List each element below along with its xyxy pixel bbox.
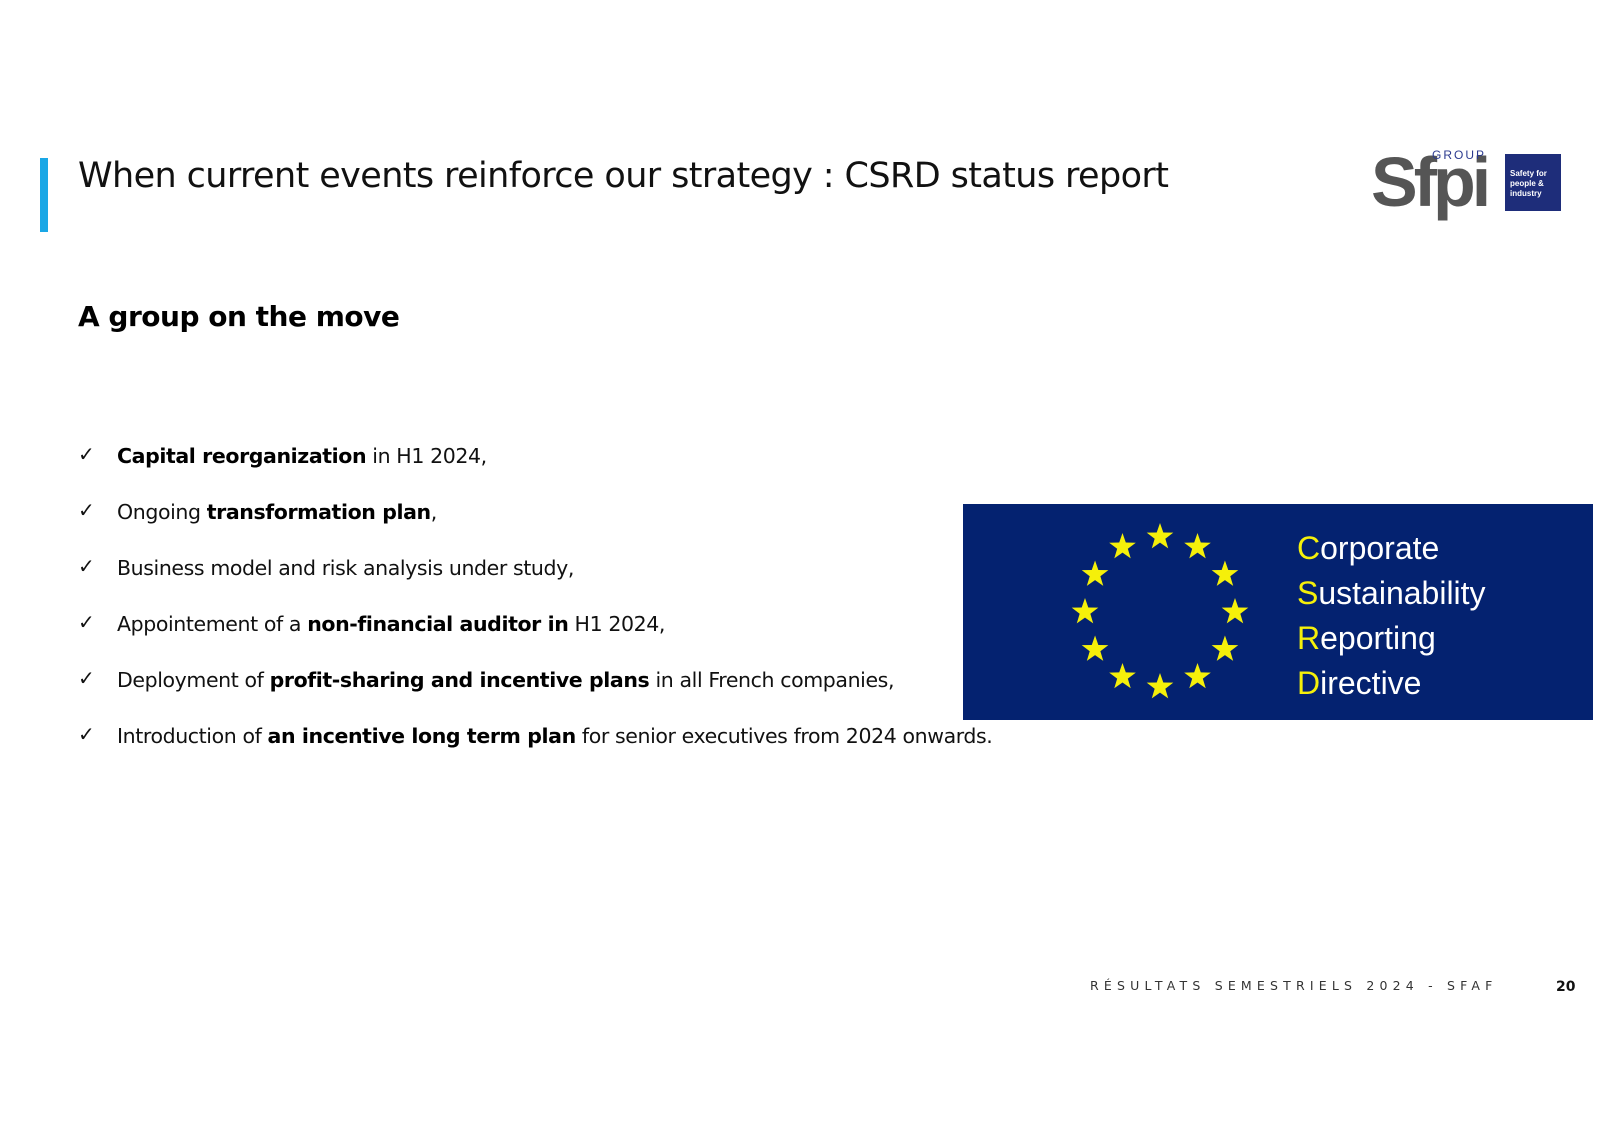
footer-label: RÉSULTATS SEMESTRIELS 2024 - SFAF xyxy=(1090,978,1498,993)
logo-tagline-line: Safety for xyxy=(1510,169,1547,178)
eu-stars-circle xyxy=(1071,523,1249,699)
csrd-initial: R xyxy=(1297,620,1321,656)
csrd-word-rest: orporate xyxy=(1320,530,1440,566)
csrd-initial: D xyxy=(1297,665,1321,701)
eu-star-icon xyxy=(1221,598,1249,624)
checkmark-icon: ✓ xyxy=(78,666,95,690)
csrd-initial: C xyxy=(1297,530,1321,566)
bullet-text-segment: H1 2024, xyxy=(568,612,666,636)
bullet-text-segment: Business model and risk analysis under s… xyxy=(117,556,574,580)
eu-star-icon xyxy=(1081,560,1109,586)
sfpi-logo: Sfpi GROUP Safety for people & industry xyxy=(1371,143,1563,222)
logo-wordmark: Sfpi xyxy=(1371,143,1491,221)
logo-tagline-box: Safety for people & industry xyxy=(1505,154,1561,211)
section-heading: A group on the move xyxy=(78,300,400,333)
csrd-word-rest: irective xyxy=(1320,665,1422,701)
eu-star-icon xyxy=(1146,673,1174,699)
logo-tagline-line: people & xyxy=(1510,179,1544,188)
csrd-initial: S xyxy=(1297,575,1319,611)
bullet-text: Deployment of profit-sharing and incenti… xyxy=(117,668,894,692)
bullet-text-bold: Capital reorganization xyxy=(117,444,367,468)
eu-star-icon xyxy=(1211,560,1239,586)
checkmark-icon: ✓ xyxy=(78,498,95,522)
csrd-line: Directive xyxy=(1297,661,1486,706)
csrd-word-rest: ustainability xyxy=(1318,575,1486,611)
eu-star-icon xyxy=(1109,533,1136,559)
csrd-banner-text: Corporate Sustainability Reporting Directiv… xyxy=(1297,526,1486,706)
logo-group-label: GROUP xyxy=(1432,148,1487,162)
checkmark-icon: ✓ xyxy=(78,722,95,746)
bullet-text-segment: Introduction of xyxy=(117,724,268,748)
checkmark-icon: ✓ xyxy=(78,442,95,466)
page-number: 20 xyxy=(1556,979,1576,995)
bullet-text-segment: Appointement of a xyxy=(117,612,308,636)
bullet-text-segment: in all French companies, xyxy=(649,668,895,692)
bullet-text-bold: an incentive long term plan xyxy=(267,724,577,748)
bullet-text-bold: non-financial auditor in xyxy=(307,612,569,636)
bullet-text: Appointement of a non-financial auditor … xyxy=(117,612,665,636)
bullet-text: Introduction of an incentive long term p… xyxy=(117,724,993,748)
checkmark-icon: ✓ xyxy=(78,554,95,578)
bullet-text-segment: for senior executives from 2024 onwards. xyxy=(575,724,993,748)
csrd-word-rest: eporting xyxy=(1320,620,1436,656)
bullet-text-segment: Deployment of xyxy=(117,668,270,692)
slide-title: When current events reinforce our strate… xyxy=(78,156,1169,196)
checkmark-icon: ✓ xyxy=(78,610,95,634)
csrd-line: Reporting xyxy=(1297,616,1486,661)
bullet-text: Business model and risk analysis under s… xyxy=(117,556,574,580)
bullet-text-segment: in H1 2024, xyxy=(366,444,487,468)
logo-tagline-line: industry xyxy=(1510,189,1542,198)
eu-star-icon xyxy=(1081,635,1109,661)
bullet-text-bold: transformation plan xyxy=(206,500,431,524)
bullet-text: Capital reorganization in H1 2024, xyxy=(117,444,487,468)
csrd-line: Sustainability xyxy=(1297,571,1486,616)
csrd-line: Corporate xyxy=(1297,526,1486,571)
eu-star-icon xyxy=(1184,533,1211,559)
bullet-text: Ongoing transformation plan, xyxy=(117,500,437,524)
eu-star-icon xyxy=(1211,635,1239,661)
eu-star-icon xyxy=(1184,662,1211,689)
bullet-text-bold: profit-sharing and incentive plans xyxy=(269,668,650,692)
bullet-text-segment: , xyxy=(430,500,438,524)
eu-star-icon xyxy=(1071,598,1099,624)
csrd-banner: Corporate Sustainability Reporting Directiv… xyxy=(963,504,1593,720)
title-accent-bar xyxy=(40,158,48,232)
eu-star-icon xyxy=(1109,662,1136,689)
bullet-text-segment: Ongoing xyxy=(117,500,207,524)
eu-star-icon xyxy=(1146,523,1174,549)
